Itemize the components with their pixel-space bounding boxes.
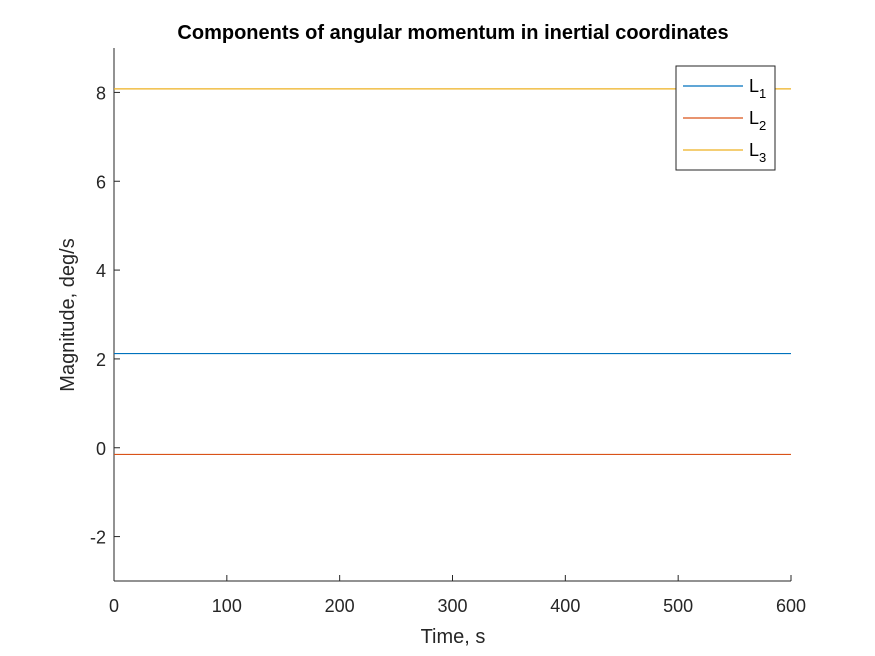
legend-label: L1	[749, 76, 766, 101]
x-tick-label: 300	[437, 596, 467, 616]
y-axis-title: Magnitude, deg/s	[57, 238, 79, 391]
y-tick-label: 0	[96, 439, 106, 459]
legend-label-main: L	[749, 140, 759, 160]
x-tick-label: 200	[325, 596, 355, 616]
x-tick-label: 600	[776, 596, 806, 616]
y-tick-label: 8	[96, 83, 106, 103]
legend-label: L3	[749, 140, 766, 165]
legend-label-subscript: 2	[759, 118, 766, 133]
chart-title: Components of angular momentum in inerti…	[177, 22, 728, 44]
legend-label-subscript: 3	[759, 150, 766, 165]
x-tick-label: 400	[550, 596, 580, 616]
y-tick-label: 2	[96, 350, 106, 370]
legend-label-main: L	[749, 108, 759, 128]
x-tick-label: 100	[212, 596, 242, 616]
y-tick-label: 6	[96, 172, 106, 192]
y-tick-label: -2	[90, 528, 106, 548]
legend-label: L2	[749, 108, 766, 133]
x-tick-label: 0	[109, 596, 119, 616]
legend-label-subscript: 1	[759, 86, 766, 101]
y-tick-label: 4	[96, 261, 106, 281]
legend-label-main: L	[749, 76, 759, 96]
x-axis-title: Time, s	[421, 626, 486, 648]
x-tick-label: 500	[663, 596, 693, 616]
